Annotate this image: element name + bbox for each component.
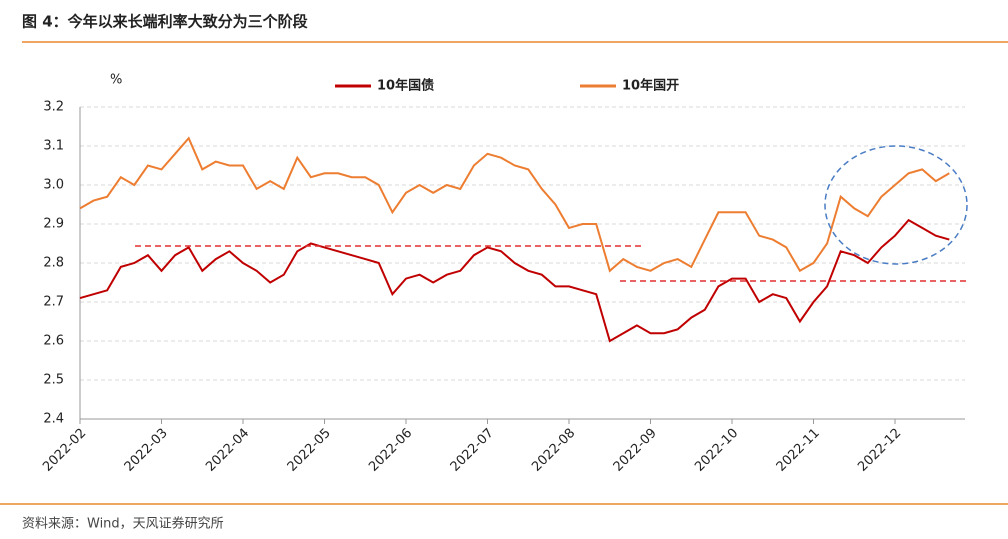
x-tick-label: 2022-05: [285, 426, 334, 475]
highlight-ellipse: [824, 145, 968, 265]
x-tick-label: 2022-02: [40, 426, 89, 475]
y-tick-label: 2.7: [43, 295, 64, 310]
plot: 2.4 2.5 2.6 2.7 2.8 2.9 3.0 3.1 3.2 2022-02 2022-0…: [40, 100, 965, 475]
y-tick-label: 2.9: [43, 217, 64, 232]
x-tick-label: 2022-08: [529, 426, 578, 475]
x-tick-label: 2022-06: [366, 426, 415, 475]
y-tick-label: 2.6: [43, 334, 64, 349]
x-tick-label: 2022-07: [448, 426, 497, 475]
y-tick-label: 3.1: [43, 139, 64, 154]
x-tick-label: 2022-04: [203, 426, 252, 475]
chart-title: 图 4：今年以来长端利率大致分为三个阶段: [22, 13, 308, 31]
source: 资料来源：Wind，天风证券研究所: [22, 516, 224, 532]
x-tick-label: 2022-10: [692, 426, 741, 475]
line-series: [79, 218, 950, 343]
x-tick-label: 2022-03: [122, 426, 171, 475]
x-tick-label: 2022-09: [611, 426, 660, 475]
y-tick-label: 3.2: [43, 100, 64, 115]
y-tick-label: 3.0: [43, 178, 64, 193]
x-tick-label: 2022-11: [774, 426, 823, 475]
y-unit: %: [110, 73, 122, 88]
x-tick-label: 2022-12: [855, 426, 904, 475]
line-series: [79, 136, 950, 273]
legend-label: 10年国债: [377, 78, 434, 94]
y-tick-label: 2.4: [43, 412, 64, 427]
y-tick-label: 2.8: [43, 256, 64, 271]
y-tick-label: 2.5: [43, 373, 64, 388]
legend-label: 10年国开: [622, 78, 679, 94]
